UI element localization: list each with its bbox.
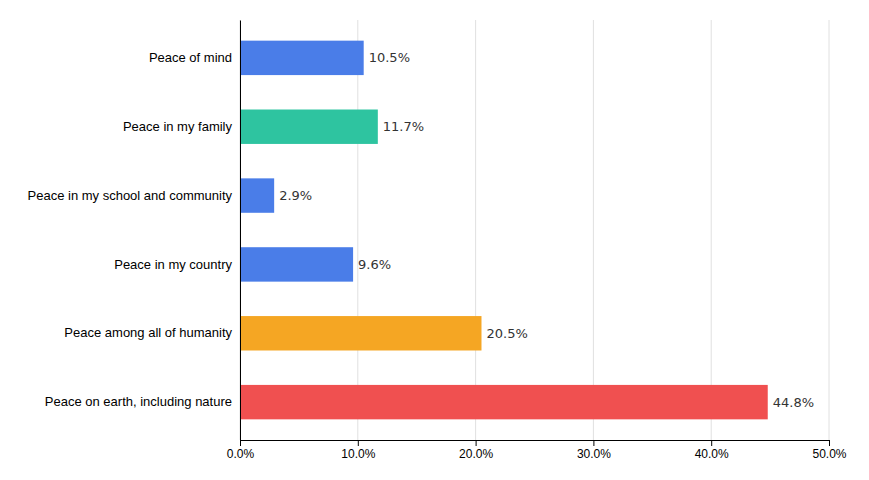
bar	[240, 178, 274, 212]
x-tick: 20.0%	[459, 440, 493, 461]
data-label: 11.7%	[383, 119, 424, 134]
x-tick-label: 20.0%	[459, 447, 493, 461]
y-axis: Peace on earth, including nature Peace am…	[28, 21, 241, 441]
x-tick-label: 10.0%	[341, 447, 375, 461]
grid-line	[593, 20, 594, 440]
y-tick: Peace of mind	[149, 50, 240, 65]
y-tick-label: Peace in my school and community	[28, 188, 233, 203]
x-tick: 50.0%	[812, 440, 846, 461]
grid-line	[357, 20, 358, 440]
y-tick-label: Peace in my country	[114, 257, 232, 272]
x-tick-label: 50.0%	[812, 447, 846, 461]
x-tick-mark	[829, 440, 830, 446]
bar	[240, 110, 378, 144]
x-tick: 10.0%	[341, 440, 375, 461]
y-tick-label: Peace among all of humanity	[64, 325, 232, 340]
bar	[240, 41, 364, 75]
grid-line	[829, 20, 830, 440]
x-tick-mark	[358, 440, 359, 446]
bars	[240, 41, 768, 420]
y-tick: Peace in my family	[123, 119, 240, 134]
bar	[240, 247, 353, 281]
x-tick: 30.0%	[577, 440, 611, 461]
x-axis-line	[241, 440, 830, 441]
data-label: 9.6%	[358, 257, 391, 272]
x-tick-mark	[240, 440, 241, 446]
x-tick-mark	[593, 440, 594, 446]
y-tick-label: Peace in my family	[123, 119, 233, 134]
y-axis-line	[240, 21, 241, 441]
chart: 0.0% 10.0% 20.0% 30.0% 40.0% 50.0% Peace on ea…	[0, 0, 869, 480]
grid-line	[240, 20, 241, 440]
x-tick-label: 30.0%	[577, 447, 611, 461]
x-tick-label: 0.0%	[227, 447, 255, 461]
x-tick-mark	[476, 440, 477, 446]
data-label: 44.8%	[773, 395, 814, 410]
x-axis: 0.0% 10.0% 20.0% 30.0% 40.0% 50.0%	[227, 440, 847, 461]
x-tick: 40.0%	[695, 440, 729, 461]
y-tick: Peace in my school and community	[28, 188, 240, 203]
bar	[240, 385, 768, 419]
grid-line	[711, 20, 712, 440]
x-tick-label: 40.0%	[695, 447, 729, 461]
data-labels: 44.8% 20.5% 9.6% 2.9% 11.7% 10.5%	[279, 50, 814, 409]
grid-line	[475, 20, 476, 440]
bar	[240, 316, 481, 350]
y-tick: Peace in my country	[114, 257, 240, 272]
plot: 0.0% 10.0% 20.0% 30.0% 40.0% 50.0% Peace on ea…	[28, 20, 847, 461]
y-tick: Peace on earth, including nature	[45, 394, 240, 409]
y-tick-label: Peace of mind	[149, 50, 232, 65]
grid	[240, 20, 829, 440]
x-tick-mark	[711, 440, 712, 446]
data-label: 2.9%	[279, 188, 312, 203]
data-label: 10.5%	[369, 50, 410, 65]
x-tick: 0.0%	[227, 440, 255, 461]
y-tick: Peace among all of humanity	[64, 325, 240, 340]
y-tick-label: Peace on earth, including nature	[45, 394, 232, 409]
data-label: 20.5%	[486, 326, 527, 341]
